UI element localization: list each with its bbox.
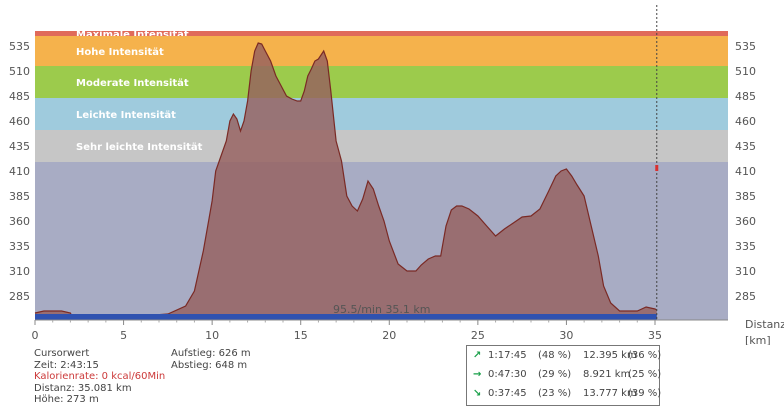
zone-band-2 <box>35 66 728 98</box>
x-tick-label: 25 <box>471 329 485 342</box>
zone-label: Hohe Intensität <box>76 47 164 58</box>
y-tick-label-right: 435 <box>735 140 756 153</box>
y-tick-label-right: 285 <box>735 290 756 303</box>
y-tick-label-right: 385 <box>735 190 756 203</box>
x-tick-label: 10 <box>205 329 219 342</box>
pace-base-bar <box>35 314 657 320</box>
elevation-area <box>35 43 657 320</box>
y-tick-label-left: 460 <box>9 115 30 128</box>
stats-distance: 13.777 km <box>583 388 637 399</box>
ascent-value: Aufstieg: 626 m <box>171 348 251 359</box>
y-tick-label-left: 310 <box>9 265 30 278</box>
stats-time-percent: (48 %) <box>538 350 572 361</box>
arrow-down-right-icon: ↘ <box>473 388 482 399</box>
ascent-info-panel: Aufstieg: 626 m Abstieg: 648 m <box>171 348 251 371</box>
cursor-info-title: Cursorwert <box>34 348 90 359</box>
y-tick-label-left: 385 <box>9 190 30 203</box>
cursor-distance: Distanz: 35.081 km <box>34 382 132 394</box>
cursor-altitude: Höhe: 273 m <box>34 394 99 405</box>
y-tick-label-left: 535 <box>9 40 30 53</box>
stats-row-flat: → 0:47:30 (29 %) 8.921 km (25 %) <box>467 365 662 384</box>
descent-value: Abstieg: 648 m <box>171 359 248 371</box>
cursor-marker <box>655 165 659 171</box>
y-tick-label-left: 410 <box>9 165 30 178</box>
x-tick-label: 35 <box>648 329 662 342</box>
zone-band-1 <box>35 36 728 66</box>
stats-distance-percent: (25 %) <box>628 369 662 380</box>
cursor-calorie-rate: Kalorienrate: 0 kcal/60Min <box>34 371 166 382</box>
x-axis-unit: [km] <box>745 334 771 345</box>
zone-label: Maximale Intensität <box>76 30 189 41</box>
arrow-right-icon: → <box>473 369 482 380</box>
y-tick-label-right: 410 <box>735 165 756 178</box>
stats-row-downhill: ↘ 0:37:45 (23 %) 13.777 km (39 %) <box>467 384 662 403</box>
x-axis-label: Distanz <box>745 318 784 331</box>
x-tick-label: 30 <box>559 329 573 342</box>
zone-label: Sehr leichte Intensität <box>76 142 203 153</box>
cursor-info-panel: Cursorwert Zeit: 2:43:15 Kalorienrate: 0… <box>34 348 165 406</box>
zone-band-4 <box>35 130 728 162</box>
y-tick-label-right: 335 <box>735 240 756 253</box>
x-tick-label: 5 <box>120 329 127 342</box>
stats-time: 0:37:45 <box>488 388 527 399</box>
elevation-chart[interactable]: Maximale Intensität Hohe Intensität Modera… <box>0 0 784 345</box>
zone-label: Leichte Intensität <box>76 110 176 121</box>
y-tick-label-left: 335 <box>9 240 30 253</box>
stats-time-percent: (29 %) <box>538 369 572 380</box>
x-tick-label: 15 <box>294 329 308 342</box>
stats-time: 1:17:45 <box>488 350 527 361</box>
y-tick-label-left: 510 <box>9 65 30 78</box>
stats-time: 0:47:30 <box>488 369 527 380</box>
arrow-up-right-icon: ↗ <box>473 350 482 361</box>
y-tick-label-right: 360 <box>735 215 756 228</box>
x-tick-label: 0 <box>32 329 39 342</box>
cursor-overlay-label: 95.5/min 35.1 km <box>333 303 431 316</box>
cursor-time: Zeit: 2:43:15 <box>34 359 99 371</box>
grade-stats-table: ↗ 1:17:45 (48 %) 12.395 km (36 %) → 0:47… <box>466 345 662 406</box>
y-tick-label-left: 485 <box>9 90 30 103</box>
stats-distance: 12.395 km <box>583 350 637 361</box>
stats-distance-percent: (36 %) <box>628 350 662 361</box>
y-tick-label-right: 535 <box>735 40 756 53</box>
x-tick-label: 20 <box>382 329 396 342</box>
y-tick-label-left: 435 <box>9 140 30 153</box>
y-tick-label-left: 360 <box>9 215 30 228</box>
stats-distance-percent: (39 %) <box>628 388 662 399</box>
stats-time-percent: (23 %) <box>538 388 572 399</box>
zone-band-0 <box>35 31 728 36</box>
y-tick-label-left: 285 <box>9 290 30 303</box>
elevation-line <box>34 42 658 318</box>
zone-band-3 <box>35 98 728 130</box>
zone-label: Moderate Intensität <box>76 78 189 89</box>
stats-distance: 8.921 km <box>583 369 631 380</box>
y-tick-label-right: 310 <box>735 265 756 278</box>
stats-row-uphill: ↗ 1:17:45 (48 %) 12.395 km (36 %) <box>467 346 662 365</box>
y-tick-label-right: 460 <box>735 115 756 128</box>
y-tick-label-right: 485 <box>735 90 756 103</box>
y-tick-label-right: 510 <box>735 65 756 78</box>
